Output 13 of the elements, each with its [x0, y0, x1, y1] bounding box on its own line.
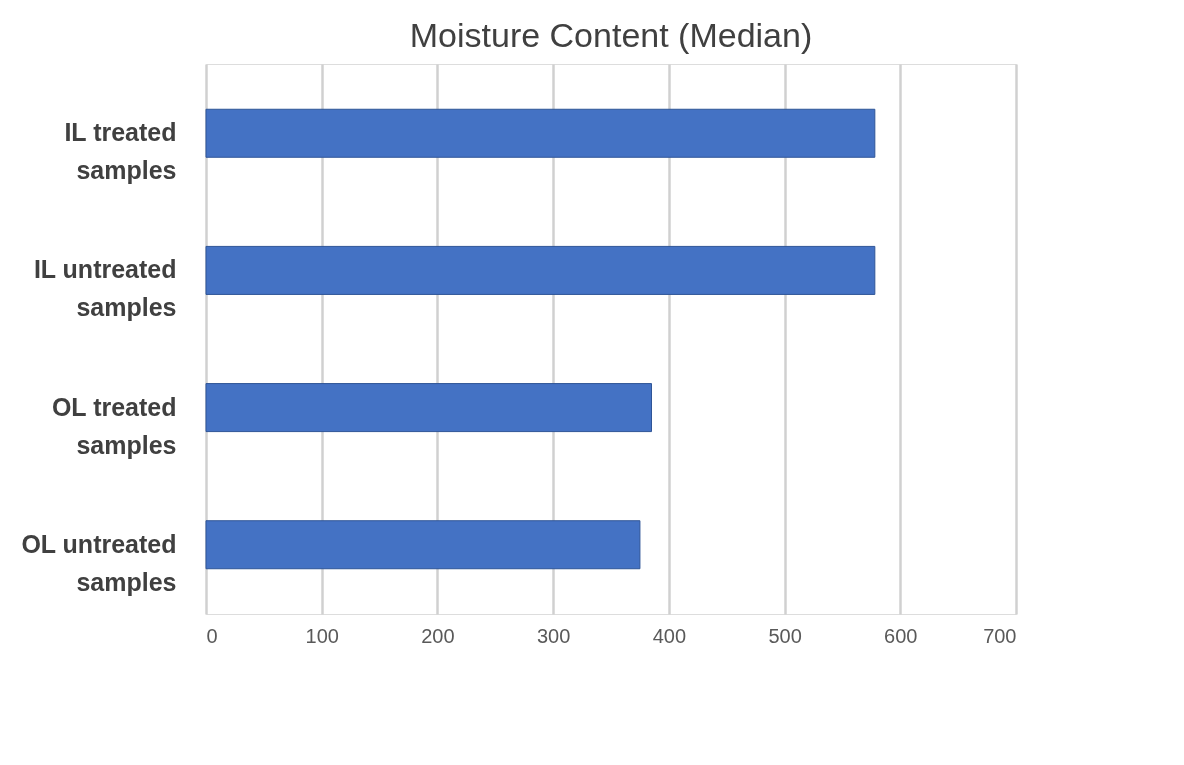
x-tick-label: 100	[305, 624, 339, 647]
x-tick-label: 700	[983, 624, 1017, 647]
y-tick-label: OL treated samples	[51, 392, 177, 459]
chart-title: Moisture Content (Median)	[409, 16, 813, 54]
y-tick-label: OL untreated samples	[21, 529, 177, 596]
y-tick-label: IL untreated samples	[33, 255, 177, 322]
y-tick-label: IL treated samples	[64, 118, 177, 185]
x-tick-label: 0	[206, 624, 218, 647]
x-tick-label: 200	[421, 624, 455, 647]
x-tick-label: 300	[536, 624, 571, 647]
x-tick-label: 500	[768, 624, 802, 647]
x-tick-label: 600	[884, 624, 918, 647]
x-tick-label: 400	[652, 624, 687, 647]
